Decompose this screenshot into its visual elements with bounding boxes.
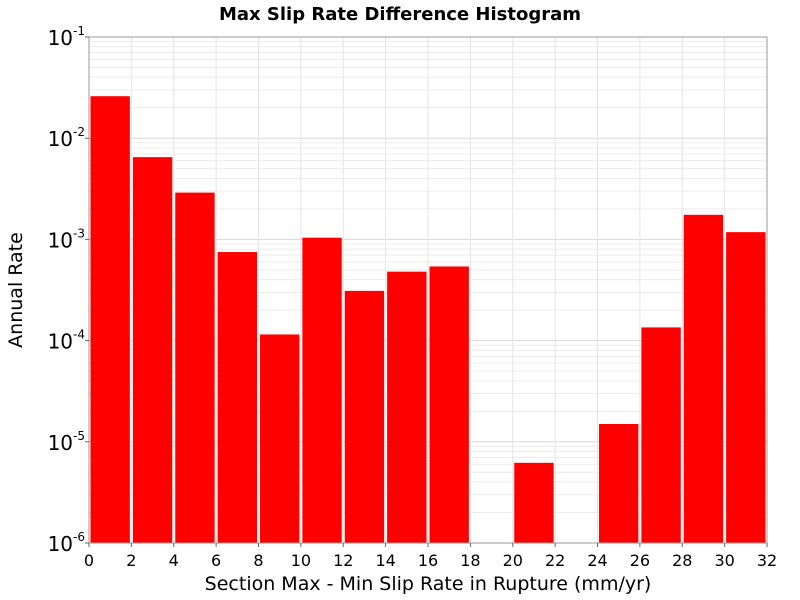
x-tick-label: 30 <box>714 551 734 570</box>
x-tick-label: 12 <box>333 551 353 570</box>
histogram-bar <box>429 266 469 543</box>
x-axis-ticks: 0 2 4 6 8 10 12 14 16 18 20 22 24 26 28 30 32 <box>84 543 777 570</box>
bars <box>90 96 766 544</box>
y-tick-label: 10-6 <box>48 530 85 556</box>
x-tick-label: 22 <box>545 551 565 570</box>
histogram-bar <box>217 252 257 543</box>
y-tick-label: 10-5 <box>48 429 85 455</box>
y-tick-label: 10-3 <box>48 226 85 252</box>
histogram-bar <box>175 192 215 543</box>
histogram-bar <box>344 290 385 543</box>
histogram-bar <box>387 271 427 543</box>
x-tick-label: 10 <box>291 551 311 570</box>
histogram-bar <box>260 334 300 543</box>
histogram-bar <box>90 96 130 543</box>
histogram-bar <box>302 237 342 544</box>
histogram-bar <box>599 423 639 543</box>
y-axis-ticks: 10-1 10-2 10-3 10-4 10-5 10-6 <box>48 24 89 556</box>
histogram-bar <box>514 462 554 543</box>
y-tick-label: 10-1 <box>48 24 85 50</box>
x-tick-label: 6 <box>211 551 221 570</box>
histogram-bar <box>641 327 681 543</box>
y-tick-label: 10-4 <box>48 328 85 354</box>
x-tick-label: 8 <box>253 551 263 570</box>
x-tick-label: 26 <box>630 551 650 570</box>
x-tick-label: 14 <box>375 551 395 570</box>
x-tick-label: 32 <box>757 551 777 570</box>
x-tick-label: 18 <box>460 551 480 570</box>
x-tick-label: 2 <box>126 551 136 570</box>
x-tick-label: 20 <box>503 551 523 570</box>
x-tick-label: 4 <box>169 551 179 570</box>
x-tick-label: 24 <box>587 551 607 570</box>
y-tick-label: 10-2 <box>48 125 85 151</box>
x-tick-label: 0 <box>84 551 94 570</box>
x-tick-label: 16 <box>418 551 438 570</box>
x-tick-label: 28 <box>672 551 692 570</box>
histogram-bar <box>683 214 724 543</box>
y-axis-label: Annual Rate <box>5 232 27 348</box>
histogram-bar <box>726 232 766 543</box>
chart-title: Max Slip Rate Difference Histogram <box>219 4 581 25</box>
histogram-bar <box>132 157 173 543</box>
x-axis-label: Section Max - Min Slip Rate in Rupture (… <box>205 573 652 595</box>
